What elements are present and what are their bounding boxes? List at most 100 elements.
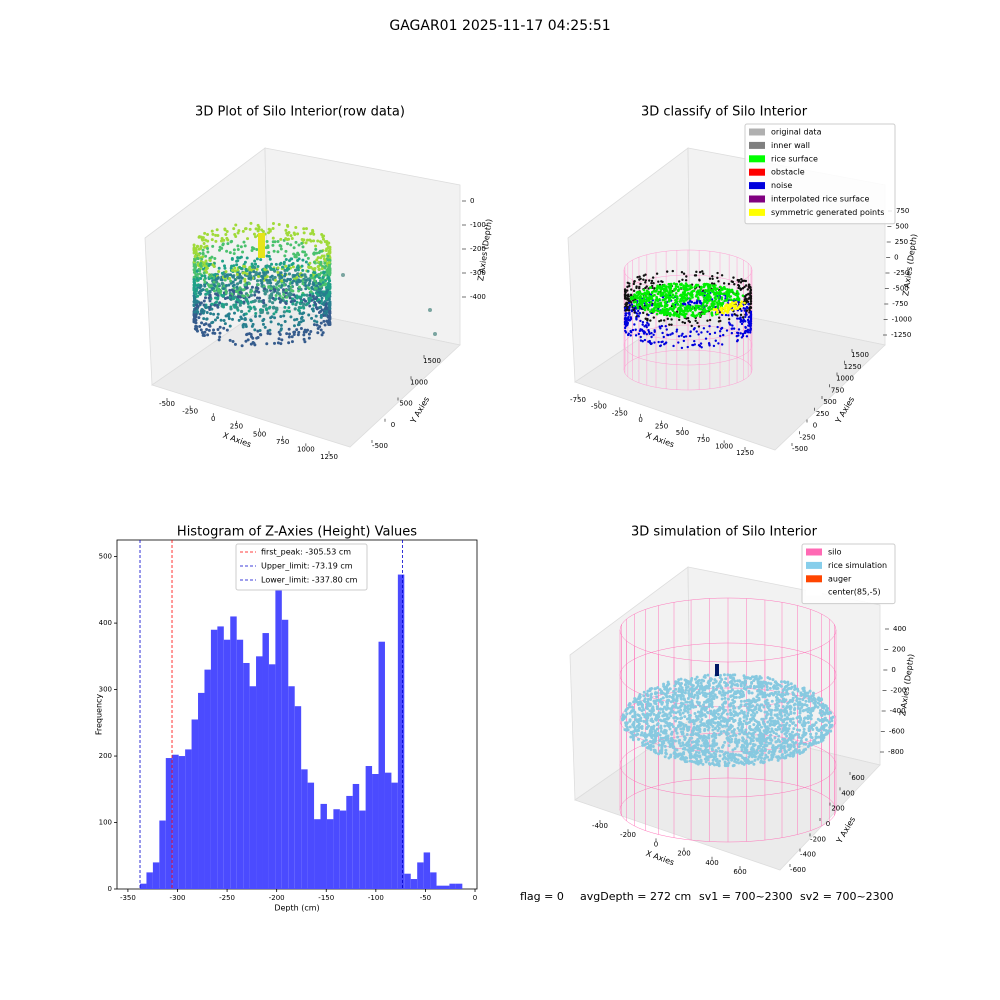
cloud-point [697,333,700,336]
cloud-point [665,695,669,699]
cloud-point [741,334,745,338]
cloud-point [227,317,231,321]
cloud-point [203,330,207,334]
cloud-point [255,257,259,261]
cloud-point [686,748,690,752]
cloud-point [743,331,747,335]
cloud-point [737,328,741,331]
cloud-point [284,249,288,253]
cloud-point [195,269,199,273]
cloud-point [651,276,655,279]
cloud-point [653,329,656,332]
cloud-point [707,733,711,737]
cloud-point [282,293,286,297]
cloud-point [654,731,658,735]
cloud-point [234,303,238,307]
cloud-point [725,731,729,735]
cloud-point [263,267,267,271]
cloud-point [677,678,681,682]
cloud-point [328,269,332,273]
cloud-point [733,292,737,296]
cloud-point [702,284,706,288]
cloud-point [312,323,316,327]
cloud-point [733,298,736,301]
cloud-point [195,325,199,329]
cloud-point [740,709,744,713]
cloud-point [710,747,714,751]
cloud-point [212,276,216,280]
cloud-point [703,713,707,717]
cloud-point [192,300,196,304]
cloud-point [258,314,262,318]
cloud-point [271,226,275,230]
cloud-point [297,289,301,293]
cloud-point [639,719,643,723]
cloud-point [203,280,207,284]
cloud-point [279,327,283,331]
cloud-point [714,688,718,692]
cloud-point [633,726,637,730]
cloud-point [710,282,714,285]
cloud-point [624,314,628,317]
cloud-point [210,307,214,311]
cloud-point [628,718,632,722]
cloud-point [325,247,329,251]
cloud-point [663,744,667,748]
cloud-point [249,306,253,310]
cloud-point [231,280,235,284]
cloud-point [221,259,225,263]
cloud-point [704,760,708,764]
cloud-point [727,754,731,758]
cloud-point [776,686,780,690]
cloud-point [675,282,679,286]
cloud-point [735,290,739,293]
cloud-point [741,332,745,336]
cloud-point [731,308,734,312]
cloud-point [768,723,772,727]
cloud-point [217,338,221,342]
cloud-point [694,283,698,287]
cloud-point [317,298,321,302]
cloud-point [299,295,303,299]
cloud-point [740,322,744,326]
cloud-point [730,712,734,716]
cloud-point [627,319,631,322]
cloud-point [684,680,688,684]
cloud-point [192,287,196,291]
cloud-point [764,740,768,744]
cloud-point [200,321,204,325]
cloud-point [686,345,689,349]
cloud-point [691,293,694,297]
cloud-point [647,291,651,294]
cloud-point [270,292,274,296]
cloud-point [681,302,685,306]
cloud-point [249,221,253,225]
cloud-point [811,742,815,746]
cloud-point [660,751,664,755]
cloud-point [276,322,280,326]
cloud-point [212,280,216,284]
cloud-point [784,731,788,735]
cloud-point [198,325,202,329]
cloud-point [783,693,787,697]
cloud-point [245,256,249,260]
cloud-point [319,291,323,295]
cloud-point [629,316,633,319]
cloud-point [243,260,247,264]
cloud-point [777,690,781,694]
point-clouds [192,221,837,843]
cloud-point [652,282,655,285]
cloud-point [633,323,636,326]
cloud-point [718,754,722,758]
cloud-point [283,305,287,309]
cloud-point [746,306,749,310]
cloud-point [762,705,766,709]
cloud-point [684,282,688,285]
cloud-point [794,723,798,727]
cloud-point [730,298,733,302]
cloud-point [776,721,780,725]
cloud-point [324,282,328,286]
cloud-point [716,276,719,280]
cloud-point [735,744,739,748]
cloud-point [650,331,653,335]
